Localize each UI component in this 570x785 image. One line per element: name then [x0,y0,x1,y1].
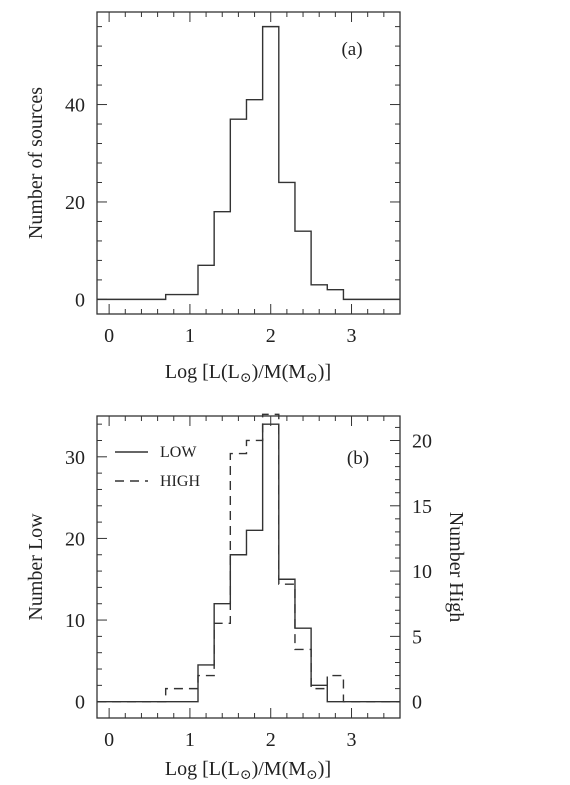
panel-a-y-tick-label: 20 [65,192,85,214]
panel-a-x-tick-label: 0 [104,325,114,347]
panel-a: 0 1 2 3 0 20 40 (a) Number of sources Log [L(L… [25,11,401,386]
panel-b-y-tick-label: 30 [65,447,85,469]
panel-b-right-y-tick-label: 0 [412,692,422,714]
panel-a-y-tick-label: 40 [65,95,85,117]
panel-a-ticks: 0 1 2 3 0 20 40 [65,12,400,347]
panel-b-series [97,413,400,703]
panel-b-series-low [97,423,400,703]
panel-b-y-tick-label: 10 [65,610,85,632]
legend: LOW HIGH [115,444,200,490]
panel-b-x-axis-label: Log [L(L⊙)/M(M⊙)] [165,758,331,783]
panel-b-right-y-tick-label: 15 [412,496,432,518]
panel-b-series-high [97,413,400,703]
panel-a-x-axis-label: Log [L(L⊙)/M(M⊙)] [165,361,331,386]
panel-a-y-tick-label: 0 [75,289,85,311]
panel-b-tag: (b) [347,448,369,469]
panel-b-right-y-axis-label: Number High [445,512,467,623]
panel-a-tag: (a) [341,39,362,60]
panel-b-right-y-tick-label: 5 [412,626,422,648]
panel-a-y-axis-label: Number of sources [25,87,47,239]
panel-a-series-counts [97,25,400,301]
panel-b-y-tick-label: 0 [75,692,85,714]
panel-b-left-y-axis-label: Number Low [25,513,47,621]
panel-a-x-tick-label: 1 [185,325,195,347]
legend-label-high: HIGH [160,473,200,490]
panel-b-y-tick-label: 20 [65,528,85,550]
panel-b-right-y-tick-label: 20 [412,430,432,452]
legend-label-low: LOW [160,444,197,461]
panel-b-x-tick-label: 2 [266,729,276,751]
panel-a-x-tick-label: 3 [347,325,357,347]
panel-b-right-y-tick-label: 10 [412,561,432,583]
panel-a-x-tick-label: 2 [266,325,276,347]
panel-b-x-tick-label: 0 [104,729,114,751]
panel-b-frame [96,415,401,719]
panel-a-series [97,25,400,301]
panel-b-x-tick-label: 1 [185,729,195,751]
panel-b-x-tick-label: 3 [347,729,357,751]
